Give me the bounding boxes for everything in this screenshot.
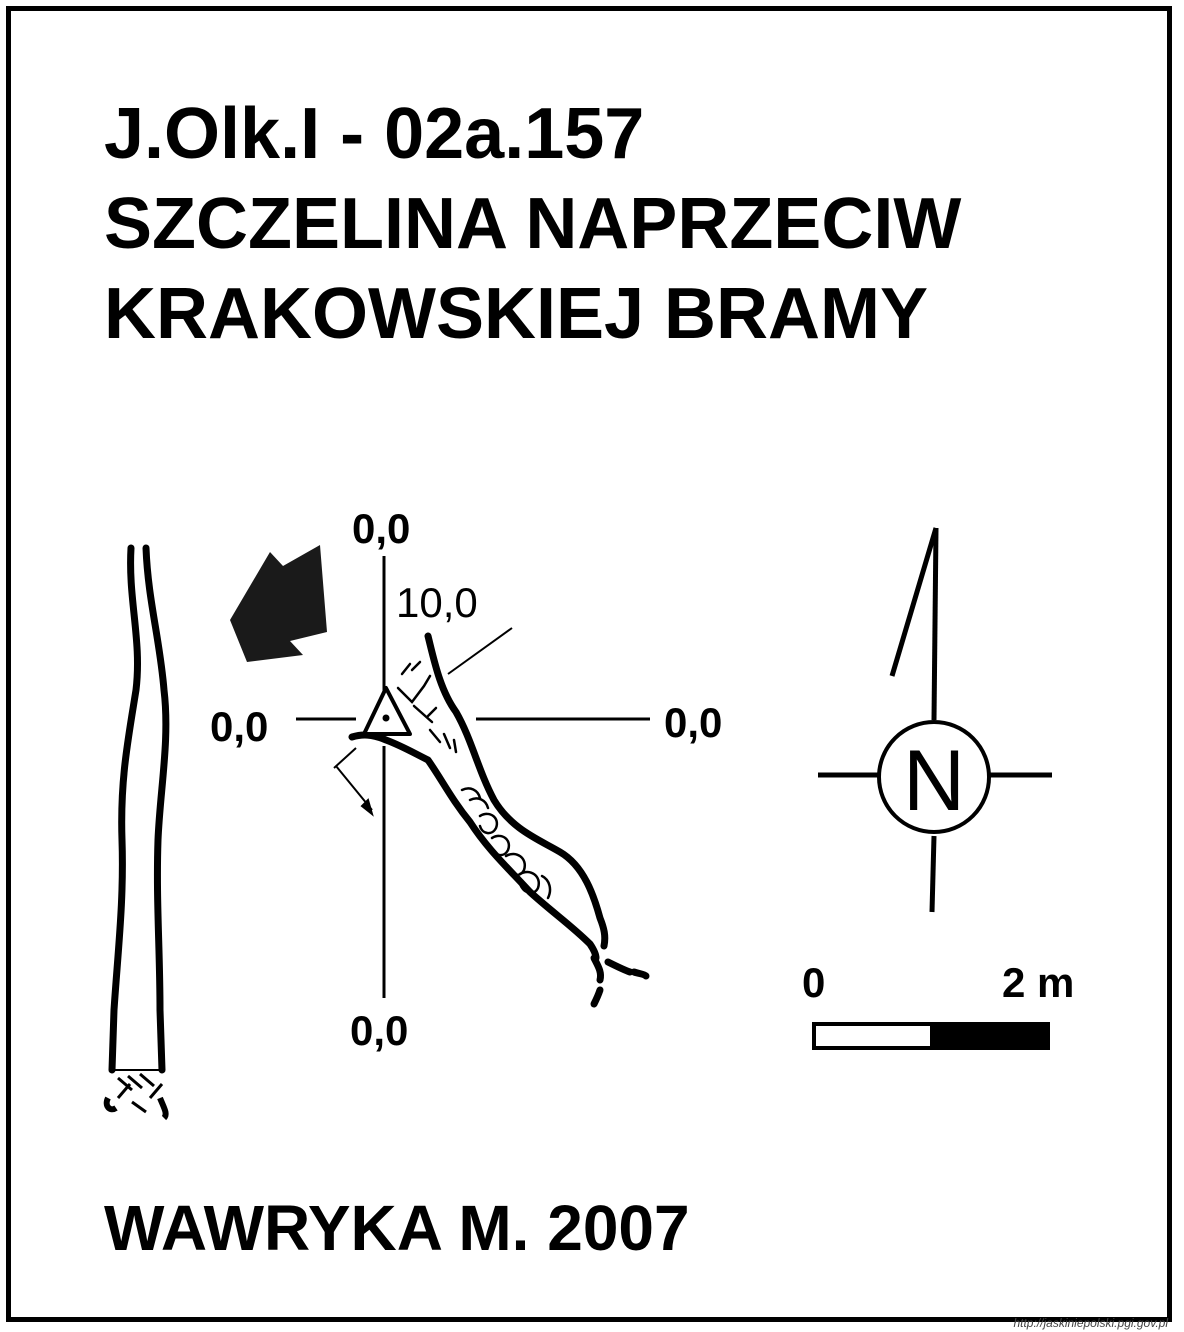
depth-leader-line: [447, 627, 513, 675]
cave-plan-details: [396, 660, 552, 900]
north-letter: N: [903, 733, 965, 829]
scale-start-label: 0: [802, 959, 826, 1006]
cave-plan-outline: [348, 632, 650, 1008]
section-rubble: [103, 1069, 169, 1121]
coord-label-right: 0,0: [664, 699, 723, 746]
scale-bar: [812, 1022, 1050, 1050]
map-frame: [6, 6, 1172, 1322]
coord-label-left: 0,0: [210, 703, 269, 750]
depth-label: 10,0: [396, 579, 478, 626]
scale-end-label: 2 m: [1002, 959, 1075, 1006]
cave-id-title: J.Olk.I - 02a.157: [104, 94, 645, 174]
coord-label-bottom: 0,0: [350, 1007, 409, 1054]
source-url: http://jaskiniepolski.pgi.gov.pl: [1013, 1316, 1168, 1330]
cave-section-profile: [108, 544, 170, 1074]
author-credit: WAWRYKA M. 2007: [104, 1192, 690, 1264]
reference-crosshair: [296, 556, 650, 998]
cave-name-line2: KRAKOWSKIEJ BRAMY: [104, 274, 929, 354]
entrance-station-icon: [362, 686, 412, 736]
north-arrow: [818, 527, 1052, 913]
entrance-arrow-icon: [230, 545, 327, 662]
cave-name-line1: SZCZELINA NAPRZECIW: [104, 184, 962, 264]
slope-arrow-icon: [333, 747, 374, 817]
coord-label-top: 0,0: [352, 505, 411, 552]
